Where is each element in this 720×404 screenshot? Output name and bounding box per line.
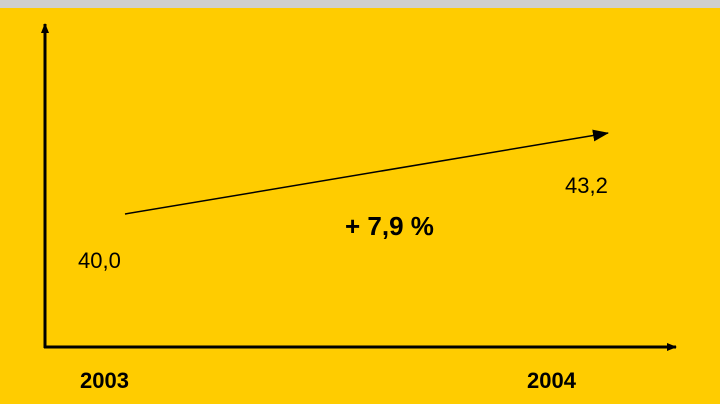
- top-band: [0, 0, 720, 8]
- value-label: 43,2: [565, 173, 608, 198]
- x-tick-label: 2004: [527, 368, 577, 393]
- trend-line: [124, 129, 609, 215]
- x-tick-label: 2003: [80, 368, 129, 393]
- annotation: + 7,9 %: [345, 211, 434, 241]
- value-label: 40,0: [78, 248, 121, 273]
